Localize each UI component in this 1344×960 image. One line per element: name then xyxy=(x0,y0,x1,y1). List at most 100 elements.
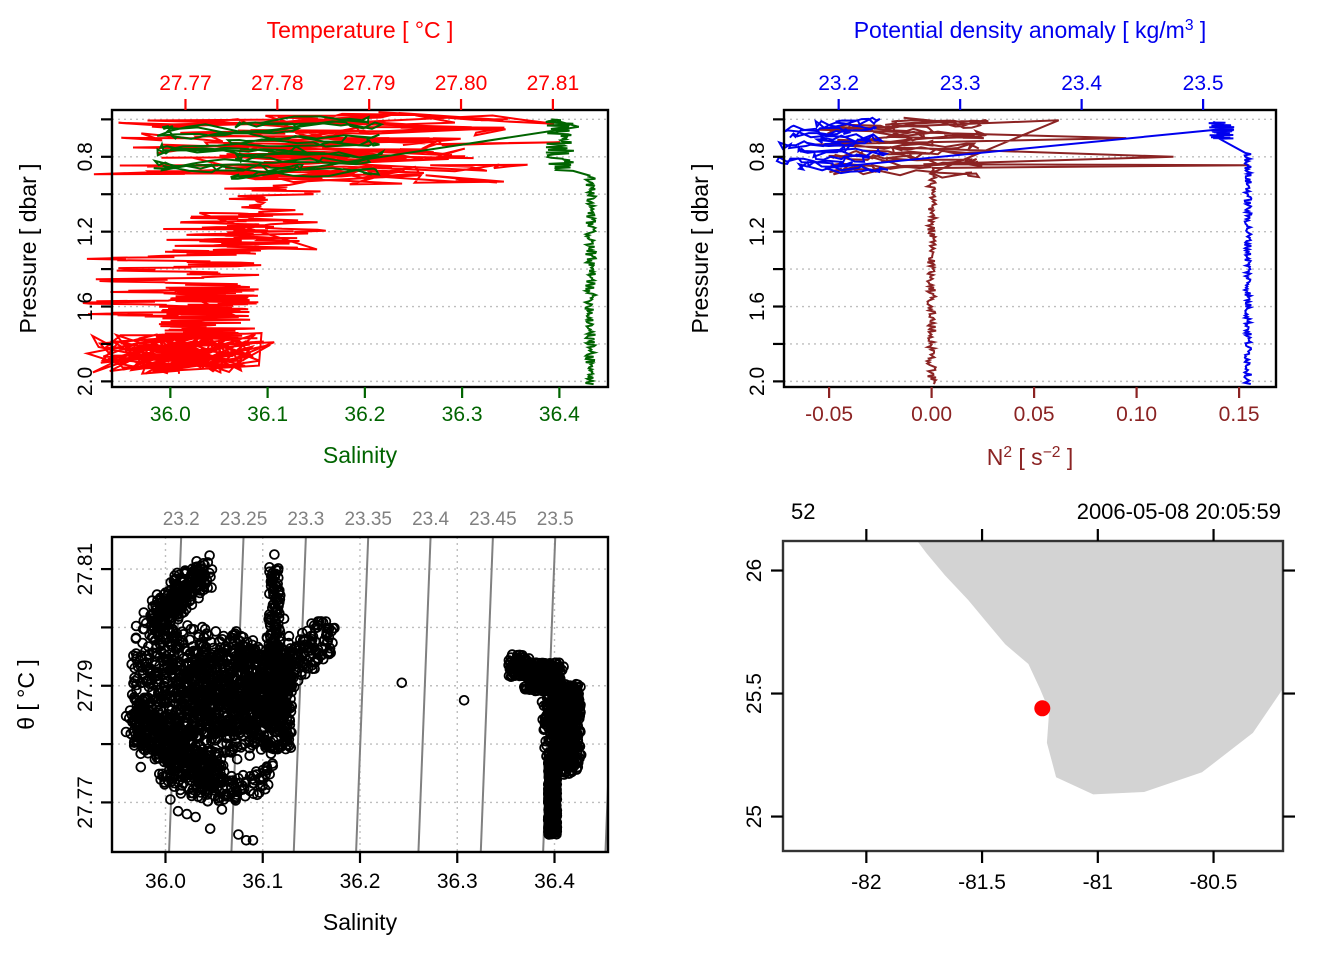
ts-point xyxy=(158,756,170,768)
ts-scatter xyxy=(120,549,587,846)
ts-point xyxy=(313,616,325,627)
ts-point xyxy=(277,712,288,724)
ts-point xyxy=(396,677,408,689)
ts-point xyxy=(190,564,202,575)
ts-point xyxy=(130,620,142,632)
ts-point xyxy=(214,758,225,770)
ts-point xyxy=(232,634,244,646)
ts-point xyxy=(218,707,230,719)
ts-point xyxy=(173,698,185,710)
temperature-tick-label: 27.80 xyxy=(435,72,488,95)
ts-point xyxy=(240,834,252,846)
ts-point xyxy=(278,675,289,687)
ts-point xyxy=(285,662,297,673)
ts-point xyxy=(161,597,172,608)
salinity-tick-label: 36.4 xyxy=(534,870,575,893)
ts-point xyxy=(558,711,570,722)
ts-point xyxy=(567,748,578,760)
ts-point xyxy=(544,777,556,788)
ts-point xyxy=(199,559,210,571)
ts-point xyxy=(142,692,154,703)
ts-point xyxy=(270,719,281,730)
ts-point xyxy=(172,805,184,817)
ts-point xyxy=(178,629,189,640)
ts-point xyxy=(260,738,272,750)
ts-point xyxy=(154,634,166,645)
salinity-tick-label: 36.0 xyxy=(150,403,191,426)
ts-point xyxy=(227,692,238,704)
ts-point xyxy=(218,794,230,805)
ts-point xyxy=(168,632,179,644)
ts-point xyxy=(192,566,204,577)
density-tick-label: 23.4 xyxy=(1061,72,1102,95)
ts-point xyxy=(190,811,201,823)
ts-point xyxy=(248,736,260,747)
ts-point xyxy=(189,646,201,658)
ts-point xyxy=(324,646,336,658)
ts-point xyxy=(170,578,182,590)
ts-point xyxy=(549,776,560,788)
ts-point xyxy=(205,698,217,710)
ts-point xyxy=(131,704,143,716)
pressure-tick-label: 1.2 xyxy=(74,217,97,246)
n2-tick-label: 0.05 xyxy=(1014,403,1055,426)
ts-point xyxy=(235,636,246,647)
ts-point xyxy=(510,662,522,673)
ts-point xyxy=(543,822,554,834)
plot-frame xyxy=(110,108,610,389)
isopycnal-line xyxy=(292,537,307,852)
ts-point xyxy=(266,740,278,752)
salinity-tick-label: 36.3 xyxy=(437,870,478,893)
ts-point xyxy=(181,808,193,820)
ts-point xyxy=(538,724,550,736)
ts-point xyxy=(131,684,142,696)
density-tick-label: 23.2 xyxy=(818,72,859,95)
salinity-axis-title: Salinity xyxy=(323,442,398,468)
ts-point xyxy=(202,795,214,807)
ts-point xyxy=(211,652,222,663)
ts-point xyxy=(193,592,204,604)
ts-point xyxy=(198,684,210,695)
theta-tick-label: 27.81 xyxy=(74,543,97,596)
ts-point xyxy=(530,676,541,688)
pressure-tick-label: 0.8 xyxy=(746,142,769,171)
ts-point xyxy=(211,688,223,700)
ts-point xyxy=(509,657,521,669)
ts-point xyxy=(571,729,583,741)
temperature-tick-label: 27.78 xyxy=(251,72,304,95)
longitude-tick-label: -81.5 xyxy=(958,871,1006,894)
ts-point xyxy=(519,683,531,695)
ts-point xyxy=(176,732,188,744)
ts-point xyxy=(182,646,193,657)
ts-point xyxy=(159,682,170,693)
ts-point xyxy=(294,656,305,668)
ts-point xyxy=(283,630,295,642)
ts-point xyxy=(171,732,183,744)
ts-point xyxy=(166,639,177,650)
n2-tick-label: 0.15 xyxy=(1219,403,1260,426)
ts-point xyxy=(560,735,572,746)
ts-point xyxy=(503,659,514,671)
ts-point xyxy=(244,750,256,762)
ts-point xyxy=(230,782,241,794)
ts-point xyxy=(167,669,178,680)
isopycnal-line xyxy=(417,537,432,852)
theta-tick-label: 27.77 xyxy=(74,776,97,829)
ts-point xyxy=(167,676,178,688)
ts-point xyxy=(241,658,253,669)
ts-point xyxy=(196,744,208,755)
ts-point xyxy=(543,829,555,840)
station-marker[interactable] xyxy=(1034,700,1051,717)
ts-point xyxy=(246,701,257,712)
ts-point xyxy=(166,690,177,701)
ts-point xyxy=(204,550,215,561)
theta-axis-title: θ [ °C ] xyxy=(13,659,39,730)
ts-point xyxy=(178,585,190,597)
ts-point xyxy=(310,646,322,657)
ts-point xyxy=(545,789,556,800)
temperature-tick-label: 27.81 xyxy=(527,72,580,95)
ts-point xyxy=(173,677,185,688)
ts-point xyxy=(324,642,336,654)
ts-point xyxy=(193,629,204,640)
ts-point xyxy=(242,636,253,648)
